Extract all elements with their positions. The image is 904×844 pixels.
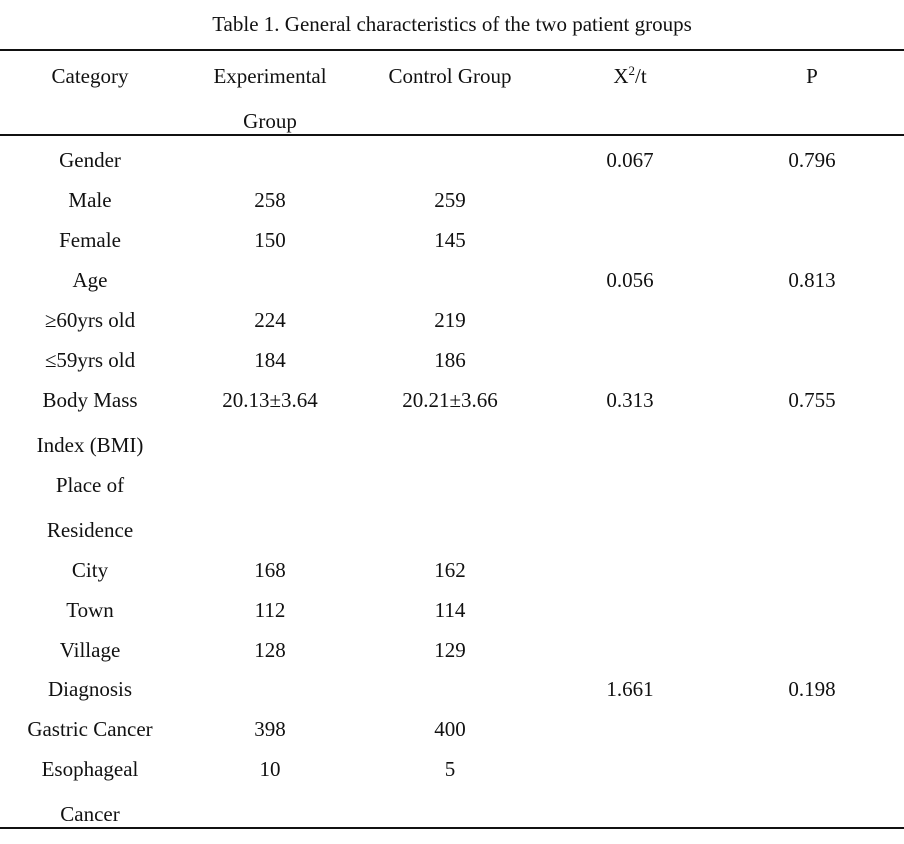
header-stat: X2/t bbox=[540, 54, 720, 101]
p-value-cell: 0.813 bbox=[788, 268, 836, 292]
statistic-cell: 0.056 bbox=[606, 268, 654, 292]
category-cell: Residence bbox=[46, 518, 134, 542]
category-cell: City bbox=[71, 558, 109, 582]
category-cell: Village bbox=[59, 638, 121, 662]
header-control: Control Group bbox=[388, 64, 512, 88]
p-value-cell: 0.755 bbox=[788, 388, 836, 412]
header-stat-superscript: 2 bbox=[628, 63, 636, 78]
category-cell: Diagnosis bbox=[48, 677, 132, 701]
experimental-cell: 184 bbox=[254, 348, 286, 372]
header-stat-tail: /t bbox=[635, 64, 647, 88]
category-cell: Male bbox=[68, 188, 112, 212]
statistic-cell: 1.661 bbox=[606, 677, 654, 701]
header-category: Category bbox=[51, 64, 129, 88]
p-value-cell: 0.198 bbox=[788, 677, 836, 701]
control-cell: 5 bbox=[444, 757, 456, 781]
header-rule bbox=[0, 134, 904, 136]
control-cell: 145 bbox=[434, 228, 466, 252]
top-rule bbox=[0, 49, 904, 51]
experimental-cell: 398 bbox=[254, 717, 286, 741]
category-cell: Body Mass bbox=[42, 388, 138, 412]
experimental-cell: 150 bbox=[254, 228, 286, 252]
header-p: P bbox=[806, 64, 818, 88]
control-cell: 219 bbox=[434, 308, 466, 332]
experimental-cell: 128 bbox=[254, 638, 286, 662]
control-cell: 114 bbox=[434, 598, 466, 622]
p-value-cell: 0.796 bbox=[788, 148, 836, 172]
experimental-cell: 10 bbox=[259, 757, 281, 781]
experimental-cell: 168 bbox=[254, 558, 286, 582]
bottom-rule bbox=[0, 827, 904, 829]
table-caption: Table 1. General characteristics of the … bbox=[212, 12, 692, 36]
category-cell: Esophageal bbox=[41, 757, 139, 781]
control-cell: 162 bbox=[434, 558, 466, 582]
experimental-cell: 258 bbox=[254, 188, 286, 212]
category-cell: Index (BMI) bbox=[36, 433, 144, 457]
control-cell: 129 bbox=[434, 638, 466, 662]
header-stat-base: X bbox=[613, 64, 629, 88]
experimental-cell: 224 bbox=[254, 308, 286, 332]
statistic-cell: 0.067 bbox=[606, 148, 654, 172]
category-cell: Town bbox=[66, 598, 114, 622]
category-cell: Female bbox=[59, 228, 121, 252]
control-cell: 400 bbox=[434, 717, 466, 741]
experimental-cell: 112 bbox=[254, 598, 286, 622]
header-experimental-line1: Experimental bbox=[213, 64, 327, 88]
category-cell: Cancer bbox=[60, 802, 120, 826]
category-cell: Gender bbox=[59, 148, 121, 172]
statistic-cell: 0.313 bbox=[606, 388, 654, 412]
experimental-cell: 20.13±3.64 bbox=[222, 388, 318, 412]
control-cell: 186 bbox=[434, 348, 466, 372]
category-cell: Place of bbox=[55, 473, 125, 497]
category-cell: ≥60yrs old bbox=[44, 308, 136, 332]
header-experimental-line2: Group bbox=[243, 109, 297, 133]
control-cell: 259 bbox=[434, 188, 466, 212]
category-cell: Age bbox=[72, 268, 108, 292]
control-cell: 20.21±3.66 bbox=[402, 388, 498, 412]
category-cell: Gastric Cancer bbox=[27, 717, 153, 741]
category-cell: ≤59yrs old bbox=[44, 348, 136, 372]
